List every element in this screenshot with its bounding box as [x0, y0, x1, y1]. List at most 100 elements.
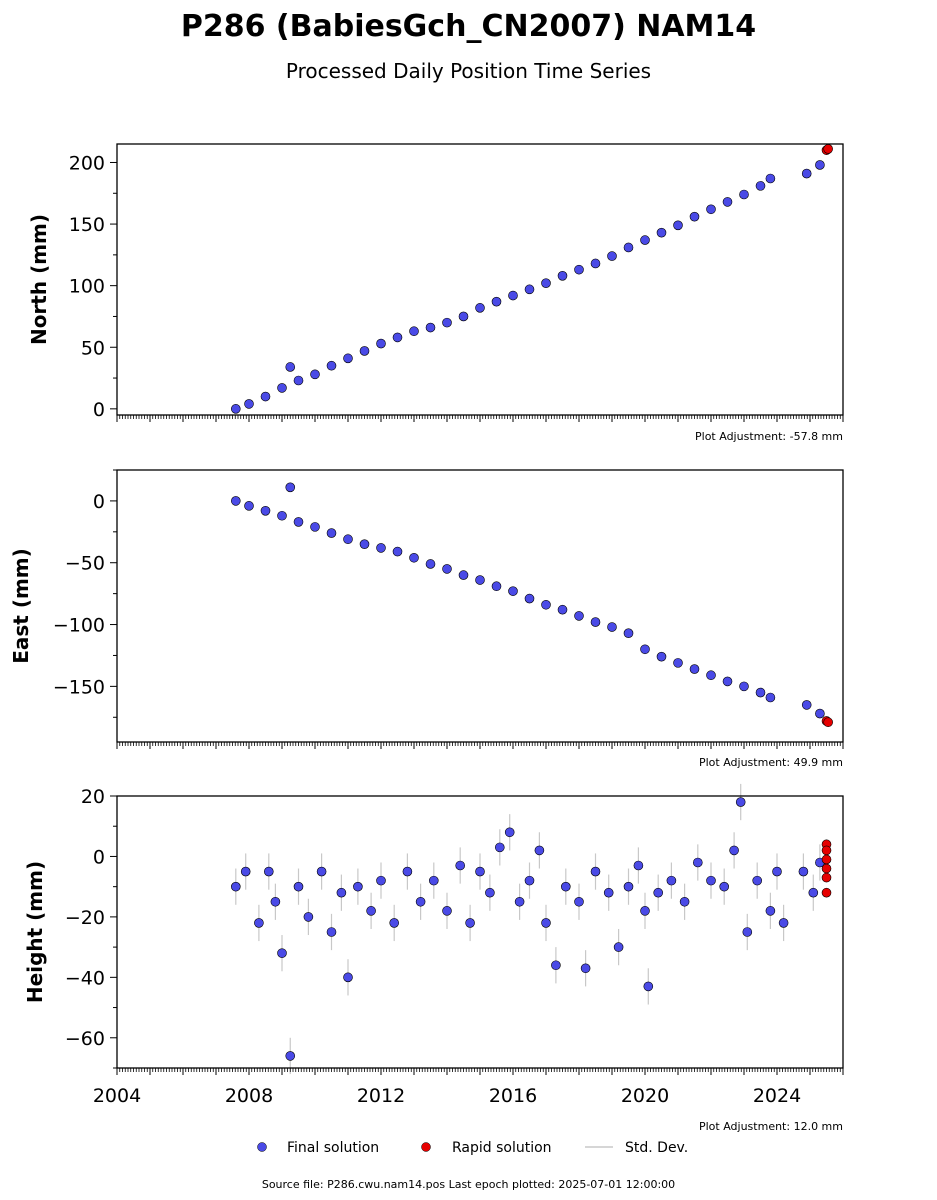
- x-tick-label: 2012: [357, 1085, 405, 1107]
- legend-std-label: Std. Dev.: [625, 1140, 688, 1156]
- final-solution-point: [643, 981, 654, 992]
- final-solution-point: [494, 842, 505, 853]
- final-solution-point: [303, 912, 314, 922]
- final-solution-point: [514, 896, 525, 907]
- final-solution-point: [504, 827, 515, 838]
- final-solution-point: [389, 918, 400, 928]
- final-solution-point: [316, 866, 327, 877]
- chart-title: P286 (BabiesGch_CN2007) NAM14: [181, 9, 756, 44]
- final-solution-point: [755, 181, 766, 191]
- final-solution-point: [541, 278, 551, 288]
- final-solution-point: [772, 866, 782, 877]
- y-tick-label: −20: [65, 907, 105, 929]
- final-solution-point: [574, 264, 584, 275]
- final-solution-point: [277, 383, 287, 393]
- final-solution-point: [260, 505, 271, 516]
- final-solution-point: [376, 543, 386, 553]
- final-solution-point: [755, 687, 766, 698]
- final-solution-point: [801, 168, 812, 179]
- final-solution-point: [359, 346, 370, 356]
- final-solution-point: [623, 881, 634, 892]
- y-tick-label: 200: [69, 152, 105, 174]
- final-solution-point: [310, 369, 320, 380]
- final-solution-point: [428, 875, 439, 886]
- final-solution-point: [719, 881, 730, 892]
- final-solution-point: [392, 546, 403, 557]
- final-solution-point: [742, 927, 753, 937]
- final-solution-point: [673, 220, 683, 231]
- final-solution-point: [366, 906, 376, 916]
- final-solution-point: [326, 360, 337, 371]
- final-solution-point: [343, 972, 353, 983]
- plot-adjustment-note: Plot Adjustment: -57.8 mm: [695, 430, 843, 443]
- final-solution-point: [293, 375, 304, 386]
- final-solution-point: [293, 881, 304, 892]
- legend-rapid-label: Rapid solution: [452, 1140, 552, 1156]
- final-solution-point: [640, 906, 650, 916]
- final-solution-point: [551, 960, 561, 971]
- final-solution-point: [590, 617, 601, 627]
- final-solution-point: [475, 866, 485, 877]
- final-solution-point: [679, 896, 690, 907]
- final-solution-point: [692, 857, 703, 868]
- final-solution-point: [574, 611, 584, 621]
- final-solution-point: [808, 887, 819, 898]
- y-axis-label: North (mm): [27, 214, 51, 345]
- final-solution-point: [491, 296, 502, 307]
- final-solution-point: [574, 896, 584, 907]
- final-solution-point: [263, 866, 274, 877]
- final-solution-point: [739, 681, 749, 692]
- final-solution-point: [524, 875, 535, 886]
- final-solution-point: [557, 604, 568, 615]
- final-solution-point: [765, 173, 776, 184]
- plot-frame: [116, 469, 844, 743]
- final-solution-point: [722, 676, 733, 687]
- final-solution-point: [491, 581, 502, 592]
- footer-source: Source file: P286.cwu.nam14.pos Last epo…: [262, 1178, 675, 1191]
- final-solution-point: [310, 522, 320, 532]
- final-solution-point: [442, 317, 452, 328]
- final-solution-point: [336, 887, 347, 898]
- x-tick-label: 2020: [621, 1085, 669, 1107]
- panel-3: 20 0 −20 −40 −60 2004 2008 2012 2016 2020 2024 Heig…: [23, 783, 844, 1133]
- final-solution-point: [590, 866, 601, 877]
- final-solution-point: [465, 918, 475, 928]
- final-solution-point: [735, 797, 746, 807]
- final-solution-point: [633, 860, 644, 871]
- y-tick-label: 0: [93, 399, 105, 421]
- final-solution-point: [442, 564, 452, 574]
- final-solution-point: [402, 866, 413, 877]
- final-solution-point: [231, 404, 241, 414]
- final-solution-point: [343, 534, 353, 545]
- final-solution-point: [254, 918, 264, 928]
- panel-2: 0 −50 −100 −150 East (mm) Plot Adjustment: 49…: [9, 469, 844, 769]
- rapid-solution-point: [821, 854, 832, 865]
- final-solution-point: [485, 887, 495, 898]
- y-tick-label: 50: [81, 337, 105, 359]
- final-solution-point: [326, 528, 337, 538]
- legend-rapid-marker: [421, 1142, 431, 1152]
- final-solution-point: [293, 517, 304, 527]
- final-solution-point: [285, 1051, 296, 1061]
- final-solution-point: [475, 303, 485, 313]
- final-solution-point: [455, 860, 466, 871]
- final-solution-point: [326, 927, 337, 937]
- final-solution-point: [560, 881, 571, 892]
- y-tick-label: 0: [93, 846, 105, 868]
- x-tick-label: 2004: [93, 1085, 141, 1107]
- final-solution-point: [524, 284, 535, 295]
- final-solution-point: [353, 881, 363, 892]
- rapid-solution-point: [821, 845, 832, 856]
- final-solution-point: [285, 482, 296, 493]
- plot-adjustment-note: Plot Adjustment: 49.9 mm: [699, 756, 843, 769]
- final-solution-point: [706, 875, 716, 886]
- final-solution-point: [458, 311, 469, 322]
- final-solution-point: [801, 700, 812, 710]
- final-solution-point: [653, 887, 664, 898]
- final-solution-point: [590, 258, 601, 269]
- final-solution-point: [656, 227, 667, 238]
- final-solution-point: [277, 510, 287, 521]
- y-axis-label: East (mm): [9, 548, 33, 664]
- y-tick-label: −50: [65, 553, 105, 575]
